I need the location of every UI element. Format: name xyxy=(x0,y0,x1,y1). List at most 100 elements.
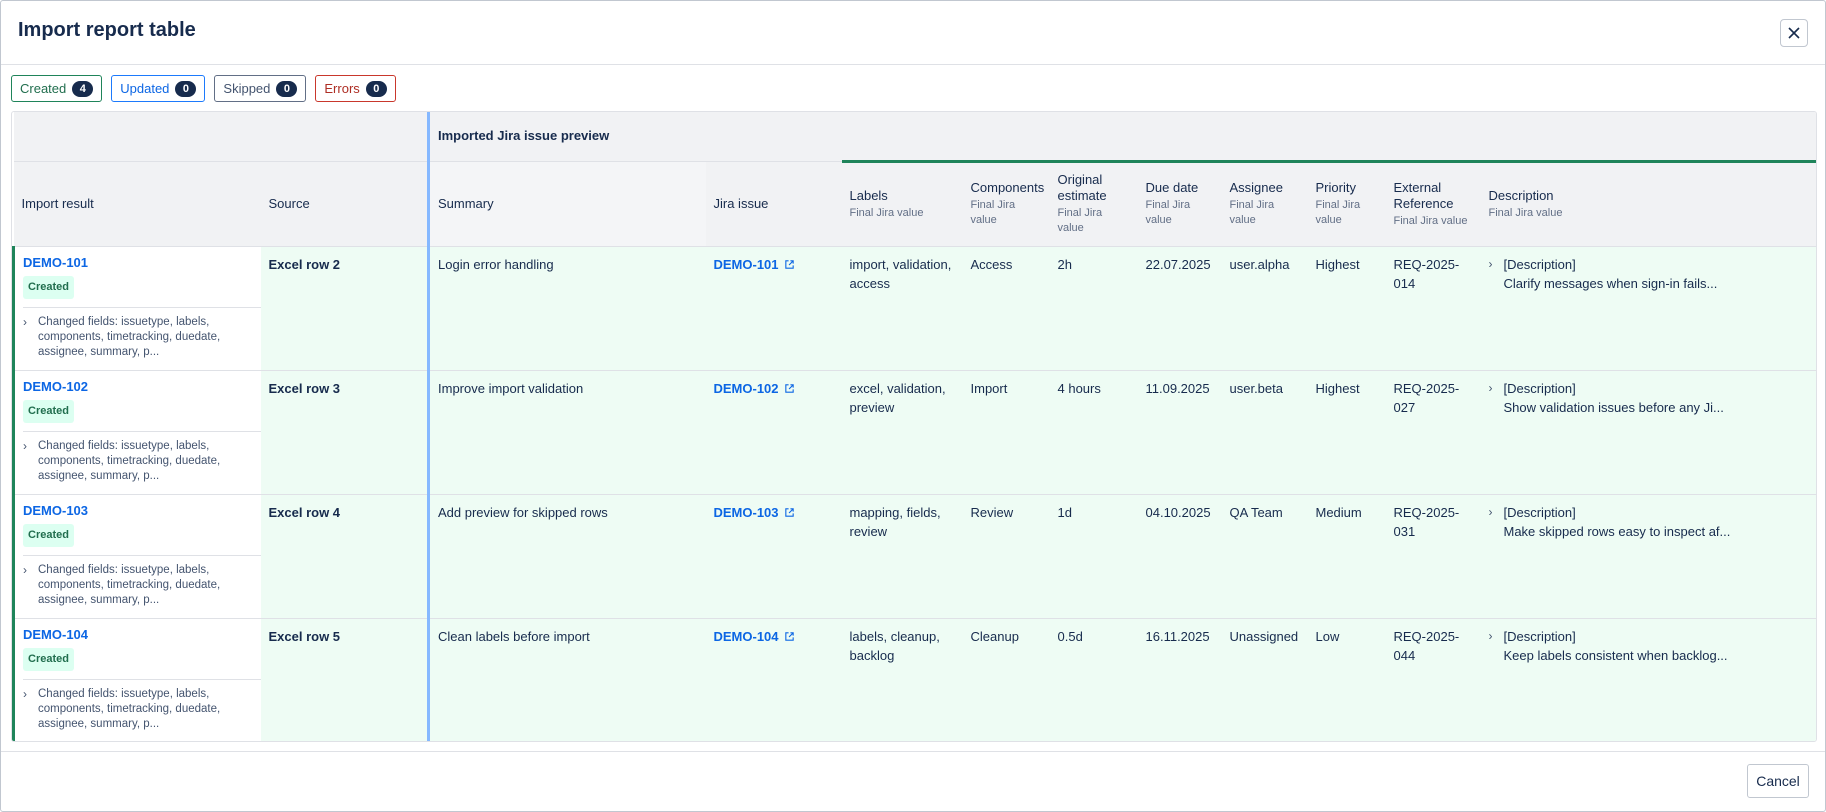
issue-key-link[interactable]: DEMO-101 xyxy=(23,254,89,270)
chevron-right-icon: › xyxy=(23,314,27,329)
description-cell: › [Description] Keep labels consistent wh… xyxy=(1480,618,1817,741)
external-reference-cell: REQ-2025-027 xyxy=(1385,370,1481,494)
description-text: Keep labels consistent when backlog... xyxy=(1503,647,1728,663)
due-date-cell: 16.11.2025 xyxy=(1137,618,1222,741)
external-link-icon[interactable] xyxy=(784,383,795,394)
estimate-cell: 2h xyxy=(1049,246,1138,370)
col-priority: Priority Final Jira value xyxy=(1307,159,1386,246)
due-date-cell: 22.07.2025 xyxy=(1137,246,1222,370)
filter-updated[interactable]: Updated 0 xyxy=(111,75,206,102)
external-link-icon[interactable] xyxy=(784,259,795,270)
changed-fields-toggle[interactable]: › Changed fields: issuetype, labels, com… xyxy=(23,554,261,608)
priority-cell: Highest xyxy=(1307,246,1386,370)
source-cell: Excel row 4 xyxy=(260,494,429,618)
description-text: Clarify messages when sign-in fails... xyxy=(1503,275,1718,291)
chevron-right-icon: › xyxy=(23,686,27,701)
description-cell: › [Description] Clarify messages when sig… xyxy=(1480,246,1817,370)
summary-cell: Improve import validation xyxy=(427,370,706,494)
filter-label: Errors xyxy=(324,81,360,96)
status-badge: Created xyxy=(23,399,74,423)
estimate-cell: 0.5d xyxy=(1049,618,1138,741)
filter-label: Created xyxy=(20,81,67,96)
description-toggle[interactable]: › [Description] Show validation issues be… xyxy=(1489,379,1817,417)
col-summary: Summary xyxy=(427,161,706,246)
changed-fields-text: Changed fields: issuetype, labels, compo… xyxy=(38,687,221,730)
import-report-table: Imported Jira issue preview Import resul… xyxy=(11,111,1817,742)
source-cell: Excel row 2 xyxy=(260,246,429,370)
jira-issue-cell: DEMO-103 xyxy=(705,494,842,618)
description-toggle[interactable]: › [Description] Keep labels consistent wh… xyxy=(1489,627,1817,665)
filter-label: Updated xyxy=(120,81,170,96)
jira-issue-link[interactable]: DEMO-103 xyxy=(713,504,779,520)
col-import-result: Import result xyxy=(13,161,261,246)
jira-issue-cell: DEMO-102 xyxy=(705,370,842,494)
changed-fields-toggle[interactable]: › Changed fields: issuetype, labels, com… xyxy=(23,430,261,484)
jira-issue-link[interactable]: DEMO-102 xyxy=(713,380,779,396)
import-result-cell: DEMO-103 Created › Changed fields: issue… xyxy=(12,494,261,618)
import-result-cell: DEMO-104 Created › Changed fields: issue… xyxy=(12,618,261,741)
description-text: Show validation issues before any Ji... xyxy=(1503,399,1724,415)
changed-fields-toggle[interactable]: › Changed fields: issuetype, labels, com… xyxy=(23,678,261,732)
assignee-cell: user.beta xyxy=(1221,370,1308,494)
description-cell: › [Description] Make skipped rows easy to… xyxy=(1480,494,1817,618)
modal-title: Import report table xyxy=(18,19,196,41)
jira-issue-link[interactable]: DEMO-104 xyxy=(713,628,779,644)
filter-errors[interactable]: Errors 0 xyxy=(315,75,396,102)
changed-fields-text: Changed fields: issuetype, labels, compo… xyxy=(38,315,221,358)
priority-cell: Medium xyxy=(1307,494,1386,618)
description-title: [Description] xyxy=(1503,380,1576,396)
description-title: [Description] xyxy=(1503,628,1576,644)
issue-key-link[interactable]: DEMO-103 xyxy=(23,502,89,518)
group-header-preview: Imported Jira issue preview xyxy=(426,112,1816,162)
source-cell: Excel row 5 xyxy=(260,618,429,741)
filter-skipped[interactable]: Skipped 0 xyxy=(214,75,307,102)
col-labels: Labels Final Jira value xyxy=(841,159,963,246)
components-cell: Cleanup xyxy=(962,618,1050,741)
assignee-cell: Unassigned xyxy=(1221,618,1308,741)
filter-created[interactable]: Created 4 xyxy=(11,75,103,102)
close-button[interactable] xyxy=(1780,19,1808,47)
labels-cell: excel, validation, preview xyxy=(841,370,963,494)
assignee-cell: user.alpha xyxy=(1221,246,1308,370)
external-link-icon[interactable] xyxy=(784,631,795,642)
import-result-cell: DEMO-101 Created › Changed fields: issue… xyxy=(12,246,261,370)
issue-key-link[interactable]: DEMO-102 xyxy=(23,378,89,394)
external-link-icon[interactable] xyxy=(784,507,795,518)
col-jira-issue: Jira issue xyxy=(705,161,842,246)
assignee-cell: QA Team xyxy=(1221,494,1308,618)
issue-key-link[interactable]: DEMO-104 xyxy=(23,626,89,642)
priority-cell: Highest xyxy=(1307,370,1386,494)
modal-header: Import report table xyxy=(1,1,1825,65)
status-badge: Created xyxy=(23,647,74,671)
description-toggle[interactable]: › [Description] Clarify messages when sig… xyxy=(1489,255,1817,293)
status-badge: Created xyxy=(23,275,74,299)
components-cell: Import xyxy=(962,370,1050,494)
summary-cell: Login error handling xyxy=(427,246,706,370)
table-row: DEMO-102 Created › Changed fields: issue… xyxy=(12,370,1817,494)
cancel-button[interactable]: Cancel xyxy=(1747,764,1809,798)
components-cell: Access xyxy=(962,246,1050,370)
labels-cell: mapping, fields, review xyxy=(841,494,963,618)
estimate-cell: 4 hours xyxy=(1049,370,1138,494)
due-date-cell: 04.10.2025 xyxy=(1137,494,1222,618)
filter-count: 0 xyxy=(276,80,298,97)
source-cell: Excel row 3 xyxy=(260,370,429,494)
col-original-estimate: Original estimate Final Jira value xyxy=(1049,159,1138,246)
estimate-cell: 1d xyxy=(1049,494,1138,618)
filter-count: 0 xyxy=(365,80,387,97)
close-icon xyxy=(1788,27,1800,39)
table-row: DEMO-104 Created › Changed fields: issue… xyxy=(12,618,1817,741)
modal-footer: Cancel xyxy=(1,751,1825,812)
changed-fields-toggle[interactable]: › Changed fields: issuetype, labels, com… xyxy=(23,306,261,360)
due-date-cell: 11.09.2025 xyxy=(1137,370,1222,494)
filter-label: Skipped xyxy=(223,81,271,96)
chevron-right-icon: › xyxy=(1488,256,1493,271)
jira-issue-cell: DEMO-101 xyxy=(705,246,842,370)
import-result-cell: DEMO-102 Created › Changed fields: issue… xyxy=(12,370,261,494)
description-text: Make skipped rows easy to inspect af... xyxy=(1503,523,1731,539)
jira-issue-link[interactable]: DEMO-101 xyxy=(713,256,779,272)
summary-cell: Add preview for skipped rows xyxy=(427,494,706,618)
description-toggle[interactable]: › [Description] Make skipped rows easy to… xyxy=(1489,503,1817,541)
chevron-right-icon: › xyxy=(1488,628,1493,643)
table-row: DEMO-101 Created › Changed fields: issue… xyxy=(12,246,1817,370)
